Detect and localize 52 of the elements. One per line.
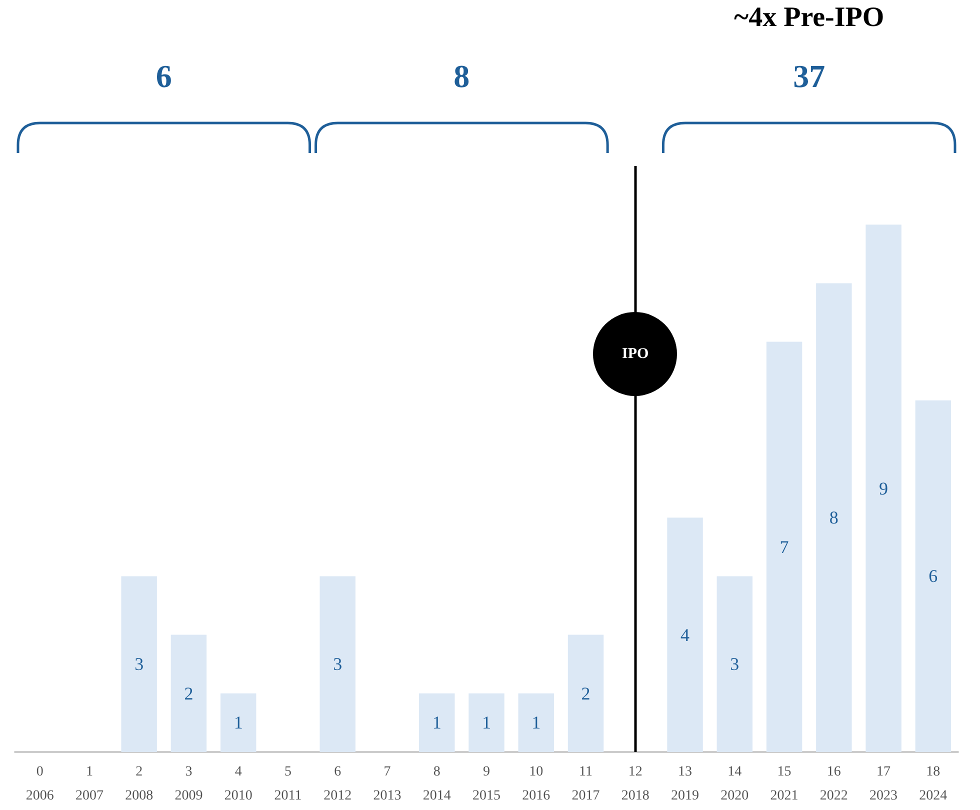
text: ~4x Pre-IPO bbox=[734, 2, 884, 34]
x-tick-label: 14 2020 bbox=[720, 764, 749, 804]
circle-badge: IPO bbox=[593, 312, 678, 396]
x-tick-label: 2 2008 bbox=[125, 764, 154, 804]
bar bbox=[468, 693, 504, 752]
data-label: 2 bbox=[581, 683, 590, 704]
x-tick-label: 18 2024 bbox=[919, 764, 948, 804]
data-label: 3 bbox=[730, 654, 740, 674]
bar bbox=[121, 576, 157, 752]
data-label: 3 bbox=[134, 654, 144, 674]
bar bbox=[320, 576, 356, 752]
bar bbox=[716, 576, 753, 752]
data-label: 1 bbox=[532, 712, 541, 733]
x-tick-label: 5 2011 bbox=[274, 764, 302, 804]
bar bbox=[667, 518, 703, 752]
x-tick-label: 17 2023 bbox=[870, 764, 898, 804]
x-tick-label: 12 2018 bbox=[621, 764, 650, 804]
data-label: 1 bbox=[432, 712, 442, 733]
data-label: 7 bbox=[780, 536, 789, 557]
x-tick-label: 15 2021 bbox=[770, 764, 798, 804]
x-tick-label: 1 2007 bbox=[75, 764, 104, 804]
x-tick-label: 9 2015 bbox=[472, 764, 500, 804]
x-tick-label: 3 2009 bbox=[174, 764, 203, 804]
data-label: 8 bbox=[829, 508, 838, 528]
bar bbox=[220, 693, 256, 752]
data-label: 3 bbox=[333, 654, 342, 674]
x-tick-label: 8 2014 bbox=[422, 764, 451, 804]
bar bbox=[568, 634, 604, 752]
bar bbox=[915, 400, 952, 752]
data-label: 1 bbox=[234, 712, 243, 733]
data-label: 9 bbox=[879, 478, 888, 498]
x-tick-label: 13 2019 bbox=[671, 764, 700, 804]
data-label: 1 bbox=[482, 712, 491, 733]
x-tick-label: 16 2022 bbox=[820, 764, 848, 804]
bar bbox=[419, 693, 455, 752]
x-tick-label: 4 2010 bbox=[224, 764, 252, 804]
bar bbox=[170, 634, 207, 752]
x-tick-label: 0 2006 bbox=[26, 764, 54, 804]
bar bbox=[866, 224, 902, 752]
x-tick-label: 6 2012 bbox=[324, 764, 352, 804]
data-label: 4 bbox=[680, 624, 690, 645]
text: 37 bbox=[793, 58, 826, 95]
x-tick-label: 10 2016 bbox=[522, 764, 550, 804]
x-tick-label: 11 2017 bbox=[572, 764, 600, 804]
data-label: 2 bbox=[184, 683, 194, 704]
bar bbox=[518, 693, 554, 752]
bar bbox=[766, 342, 802, 752]
text: 8 bbox=[454, 58, 470, 95]
x-tick-label: 7 2013 bbox=[373, 764, 402, 804]
data-label: 6 bbox=[928, 566, 938, 586]
text: 6 bbox=[156, 58, 172, 95]
bar bbox=[816, 283, 852, 752]
